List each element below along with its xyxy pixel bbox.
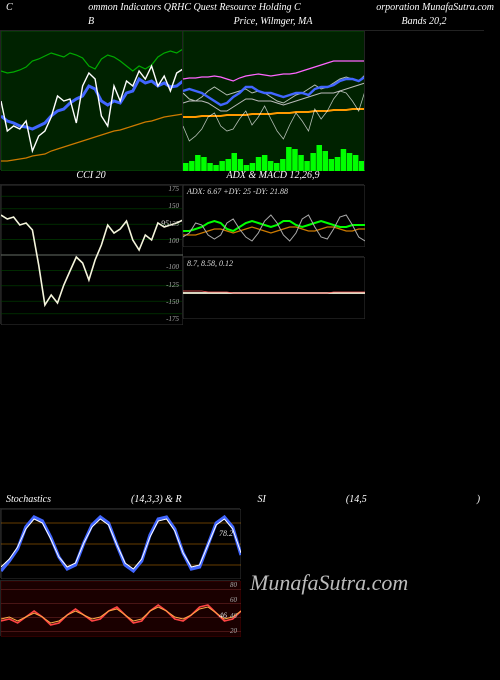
chart-title: CCI 20 bbox=[0, 170, 182, 184]
chart-svg bbox=[1, 509, 241, 579]
chart-svg bbox=[183, 257, 365, 319]
chart-svg bbox=[183, 185, 365, 247]
chart-svg bbox=[1, 581, 241, 637]
chart-title: B bbox=[0, 16, 182, 30]
page: C ommon Indicators QRHC Quest Resource H… bbox=[0, 0, 500, 680]
row2-cell-1: ADX & MACD 12,26,9ADX: 6.67 +DY: 25 -DY:… bbox=[182, 170, 364, 324]
chart-svg bbox=[183, 31, 365, 171]
chart bbox=[364, 30, 484, 170]
row-3: 78.2 bbox=[0, 508, 500, 578]
chart: 78.2 bbox=[0, 508, 240, 578]
row1-cell-0: B bbox=[0, 16, 182, 170]
row-2: CCI 2095175150125100-100-125-150-175ADX … bbox=[0, 170, 500, 324]
stoch-label-1: Stochastics bbox=[6, 494, 51, 508]
stoch-label-5: ) bbox=[477, 494, 480, 508]
row-3-title: Stochastics (14,3,3) & R SI (14,5 ) bbox=[0, 494, 500, 508]
row1-cell-1: Price, Wilmger, MA bbox=[182, 16, 364, 170]
y-ticks: 80604020 bbox=[230, 581, 237, 635]
row3-cell-0: 78.2 bbox=[0, 508, 240, 578]
row-4: 4680604020 bbox=[0, 580, 500, 636]
row-1: BPrice, Wilmger, MABands 20,2 bbox=[0, 16, 500, 170]
chart: 4680604020 bbox=[0, 580, 240, 636]
stoch-label-2: (14,3,3) & R bbox=[131, 494, 182, 508]
chart-title: ADX & MACD 12,26,9 bbox=[182, 170, 364, 184]
chart: 95175150125100-100-125-150-175 bbox=[0, 184, 182, 324]
subchart-0: ADX: 6.67 +DY: 25 -DY: 21.88 bbox=[182, 184, 364, 246]
chart bbox=[182, 30, 364, 170]
subchart-1: 8.7, 8.58, 0.12 bbox=[182, 256, 364, 318]
row1-cell-2: Bands 20,2 bbox=[364, 16, 484, 170]
stoch-label-3: SI bbox=[258, 494, 266, 508]
header-mid: ommon Indicators QRHC Quest Resource Hol… bbox=[88, 2, 300, 14]
chart-svg bbox=[1, 185, 183, 325]
y-ticks: 175150125100-100-125-150-175 bbox=[166, 185, 179, 323]
chart-title: Bands 20,2 bbox=[364, 16, 484, 30]
gap bbox=[0, 324, 500, 494]
row4-cell-0: 4680604020 bbox=[0, 580, 240, 636]
chart-svg bbox=[1, 31, 183, 171]
chart-svg bbox=[365, 31, 485, 171]
header-left: C bbox=[6, 2, 13, 14]
chart-title: Price, Wilmger, MA bbox=[182, 16, 364, 30]
row2-cell-0: CCI 2095175150125100-100-125-150-175 bbox=[0, 170, 182, 324]
page-header: C ommon Indicators QRHC Quest Resource H… bbox=[0, 0, 500, 16]
chart bbox=[0, 30, 182, 170]
header-right: orporation MunafaSutra.com bbox=[376, 2, 494, 14]
stoch-label-4: (14,5 bbox=[346, 494, 367, 508]
